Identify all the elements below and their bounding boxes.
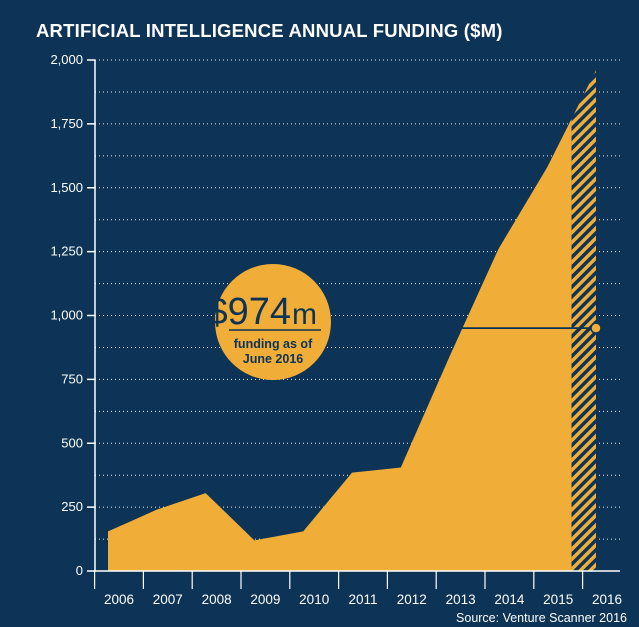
y-tick-label: 250: [61, 499, 83, 514]
annotation-label-line1: funding as of: [234, 337, 313, 351]
x-tick-label: 2013: [446, 592, 476, 607]
x-tick-label: 2014: [494, 592, 525, 607]
x-tick-label: 2015: [543, 592, 573, 607]
x-tick-label: 2008: [202, 592, 232, 607]
x-tick-label: 2016: [592, 592, 622, 607]
annotation-circle: [215, 264, 331, 380]
axis-layer: 0 250 500 750 1,000 1,250 1,500 1,750 2,000 2006 2…: [50, 52, 622, 607]
y-tick-label: 1,750: [50, 116, 83, 131]
source-note: Source: Venture Scanner 2016: [456, 611, 627, 625]
y-tick-label: 750: [61, 371, 83, 386]
x-tick-label: 2007: [153, 592, 183, 607]
y-tick-label: 0: [76, 563, 83, 578]
y-tick-label: 1,500: [50, 180, 83, 195]
area-layer: [108, 70, 596, 571]
x-tick-label: 2012: [397, 592, 427, 607]
x-tick-label: 2011: [348, 592, 377, 607]
x-tick-label: 2006: [104, 592, 134, 607]
y-tick-label: 1,000: [50, 308, 83, 323]
x-tick-label: 2009: [250, 592, 280, 607]
annotation-amount: $974: [206, 291, 291, 333]
area-series-projected: [571, 70, 596, 571]
y-tick-label: 1,250: [50, 244, 83, 259]
annotation-unit: m: [292, 298, 317, 331]
x-tick-label: 2010: [299, 592, 329, 607]
chart-title: ARTIFICIAL INTELLIGENCE ANNUAL FUNDING (…: [36, 20, 503, 41]
y-tick-label: 500: [61, 435, 83, 450]
annotation-label-line2: June 2016: [243, 352, 304, 366]
y-tick-label: 2,000: [50, 52, 83, 67]
area-series-funding: [108, 118, 572, 571]
annotation-marker: [590, 322, 602, 334]
